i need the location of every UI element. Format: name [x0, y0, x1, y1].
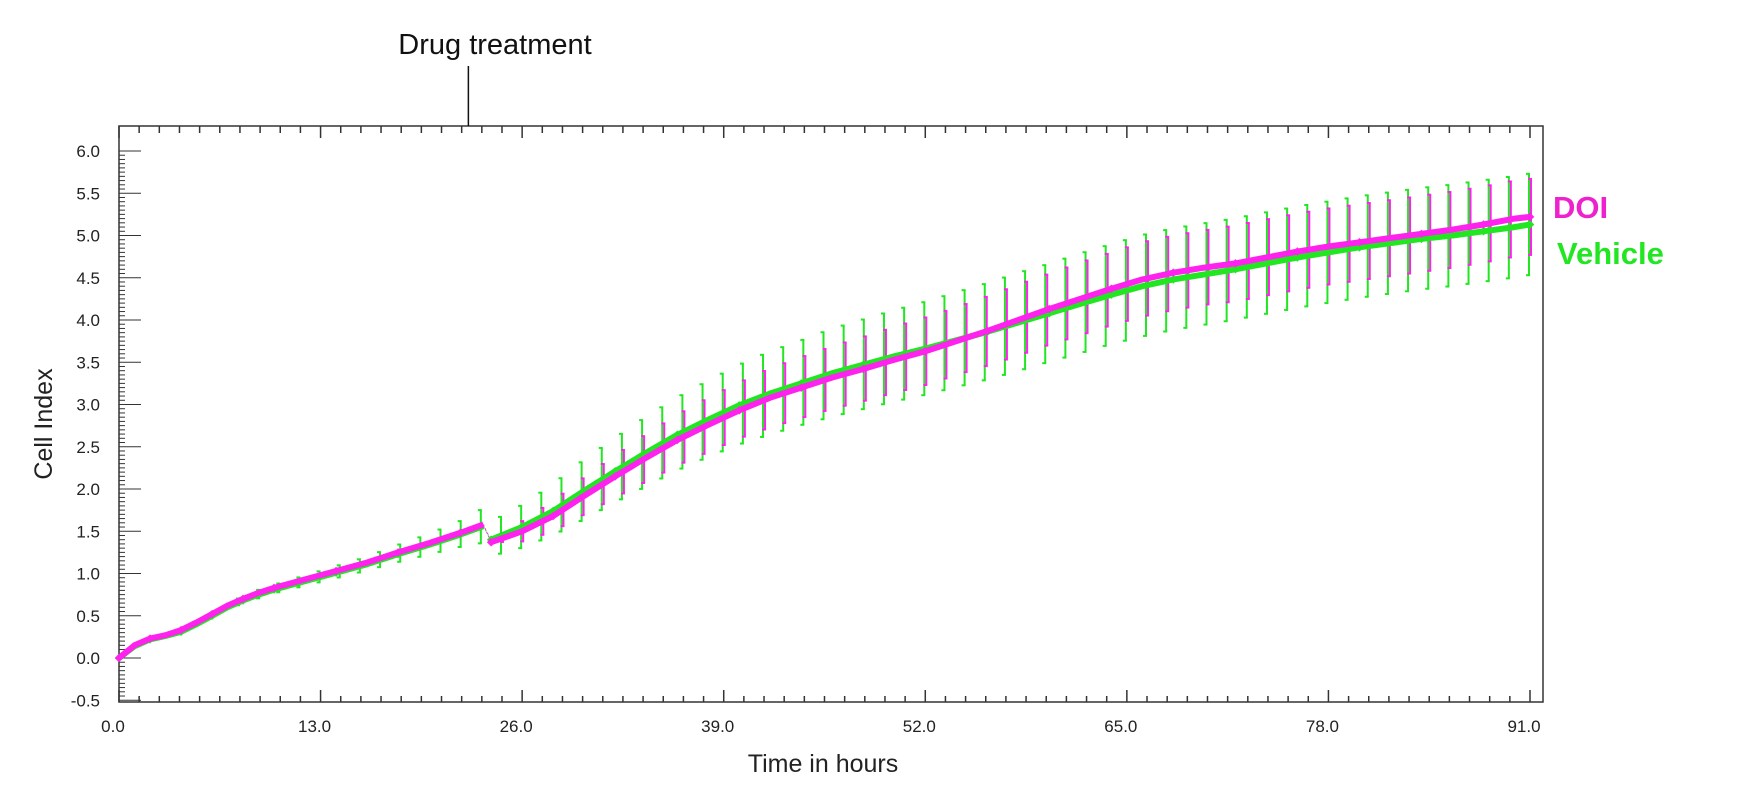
legend-vehicle: Vehicle — [1557, 236, 1664, 271]
y-tick-label: 4.0 — [76, 311, 100, 330]
data-point-doi — [1169, 268, 1178, 277]
gap-connector — [482, 524, 492, 543]
data-point-doi — [796, 383, 806, 392]
y-tick-label: 2.0 — [76, 480, 100, 499]
x-tick-label: 13.0 — [298, 717, 331, 736]
y-tick-label: 5.0 — [76, 227, 100, 246]
axis-ticks — [118, 126, 1531, 702]
y-tick-label: 5.5 — [76, 184, 100, 203]
x-tick-label: 26.0 — [500, 717, 533, 736]
x-axis-label: Time in hours — [748, 750, 899, 778]
y-tick-label: -0.5 — [71, 691, 100, 710]
data-point-doi — [486, 537, 496, 547]
plot-frame — [118, 125, 1544, 703]
data-point-doi — [859, 364, 868, 374]
y-tick-label: 6.0 — [76, 142, 100, 161]
series-line-vehicle — [489, 221, 1531, 543]
data-point-vehicle — [1169, 275, 1178, 284]
y-tick-label: 1.0 — [76, 565, 100, 584]
data-point-doi — [548, 511, 558, 521]
x-tick-label: 52.0 — [903, 717, 936, 736]
y-axis-label: Cell Index — [30, 368, 58, 480]
x-tick-label: 78.0 — [1306, 717, 1339, 736]
x-tick-label: 65.0 — [1104, 717, 1137, 736]
y-tick-label: 3.5 — [76, 353, 100, 372]
data-point-doi — [455, 528, 465, 538]
legend-doi: DOI — [1553, 190, 1608, 225]
data-point-doi — [269, 583, 279, 593]
data-point-doi — [1107, 284, 1116, 293]
series-lines — [114, 212, 1535, 663]
y-tick-label: 1.5 — [76, 522, 100, 541]
series-line-doi — [490, 213, 1531, 546]
data-point-doi — [734, 406, 744, 415]
x-tick-label: 91.0 — [1507, 717, 1540, 736]
data-point-doi — [331, 566, 341, 576]
y-tick-label: 2.5 — [76, 438, 100, 457]
series-line-doi — [117, 521, 485, 661]
data-point-doi — [1231, 259, 1240, 268]
data-point-doi — [610, 472, 620, 481]
x-tick-label: 39.0 — [701, 717, 734, 736]
drug-treatment-annotation: Drug treatment — [398, 29, 591, 61]
y-tick-label: 4.5 — [76, 269, 100, 288]
y-tick-label: 0.0 — [76, 649, 100, 668]
data-point-doi — [983, 326, 992, 336]
data-point-doi — [921, 347, 930, 356]
data-point-doi — [393, 548, 403, 557]
data-point-doi — [1045, 304, 1054, 314]
x-tick-label: 0.0 — [101, 717, 125, 736]
data-point-vehicle — [1231, 265, 1240, 274]
tick-labels: -0.50.00.51.01.52.02.53.03.54.04.55.05.5… — [71, 142, 1541, 736]
data-point-doi — [672, 435, 682, 445]
y-tick-label: 0.5 — [76, 607, 100, 626]
y-tick-label: 3.0 — [76, 396, 100, 415]
